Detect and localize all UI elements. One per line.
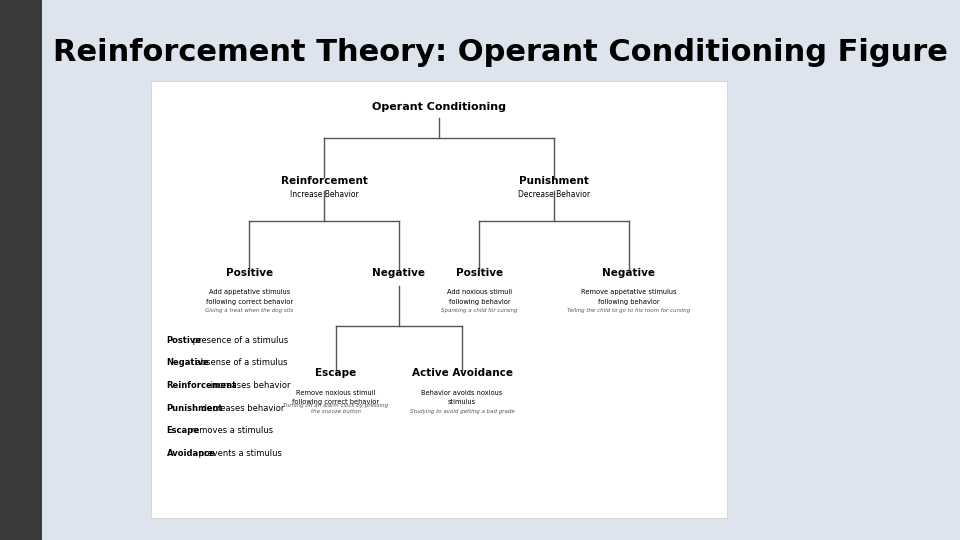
Text: Giving a treat when the dog sits: Giving a treat when the dog sits xyxy=(205,308,294,313)
Text: Remove noxious stimuli: Remove noxious stimuli xyxy=(296,390,375,396)
Text: following correct behavior: following correct behavior xyxy=(205,299,293,305)
Text: removes a stimulus: removes a stimulus xyxy=(187,427,273,435)
Text: decreases behavior: decreases behavior xyxy=(199,404,284,413)
Text: Operant Conditioning: Operant Conditioning xyxy=(372,102,506,112)
Text: Negative: Negative xyxy=(166,359,209,367)
Text: absense of a stimulus: absense of a stimulus xyxy=(193,359,288,367)
Text: Reinforcement Theory: Operant Conditioning Figure: Reinforcement Theory: Operant Conditioni… xyxy=(53,38,948,67)
Text: Increase Behavior: Increase Behavior xyxy=(290,191,358,199)
Text: Escape: Escape xyxy=(166,427,200,435)
Text: Positive: Positive xyxy=(226,268,273,278)
Text: Negative: Negative xyxy=(603,268,656,278)
Text: following correct behavior: following correct behavior xyxy=(292,400,379,406)
Text: prevents a stimulus: prevents a stimulus xyxy=(196,449,282,458)
Text: Remove appetative stimulus: Remove appetative stimulus xyxy=(581,289,677,295)
Text: Positive: Positive xyxy=(456,268,503,278)
Text: Negative: Negative xyxy=(372,268,425,278)
FancyBboxPatch shape xyxy=(0,0,41,540)
Text: Reinforcement: Reinforcement xyxy=(166,381,237,390)
Text: Behavior avoids noxious: Behavior avoids noxious xyxy=(421,390,503,396)
Text: Punishment: Punishment xyxy=(166,404,223,413)
Text: Decrease Behavior: Decrease Behavior xyxy=(518,191,590,199)
Text: increases behavior: increases behavior xyxy=(207,381,290,390)
Text: Studying to avoid getting a bad grade: Studying to avoid getting a bad grade xyxy=(410,409,515,414)
Text: following behavior: following behavior xyxy=(448,299,510,305)
Text: Postive: Postive xyxy=(166,336,202,345)
Text: Turning off an alarm clock by pressing
the snooze button: Turning off an alarm clock by pressing t… xyxy=(283,403,388,414)
Text: Add appetative stimulus: Add appetative stimulus xyxy=(208,289,290,295)
Text: Avoidance: Avoidance xyxy=(166,449,215,458)
Text: Add noxious stimuli: Add noxious stimuli xyxy=(446,289,512,295)
Text: Punishment: Punishment xyxy=(519,176,589,186)
FancyBboxPatch shape xyxy=(152,81,727,518)
Text: following behavior: following behavior xyxy=(598,299,660,305)
Text: Telling the child to go to his room for cursing: Telling the child to go to his room for … xyxy=(567,308,690,313)
Text: Spanking a child for cursing: Spanking a child for cursing xyxy=(441,308,517,313)
Text: stimulus: stimulus xyxy=(448,400,476,406)
Text: Active Avoidance: Active Avoidance xyxy=(412,368,513,379)
Text: presence of a stimulus: presence of a stimulus xyxy=(190,336,289,345)
Text: Reinforcement: Reinforcement xyxy=(280,176,368,186)
Text: Escape: Escape xyxy=(315,368,356,379)
